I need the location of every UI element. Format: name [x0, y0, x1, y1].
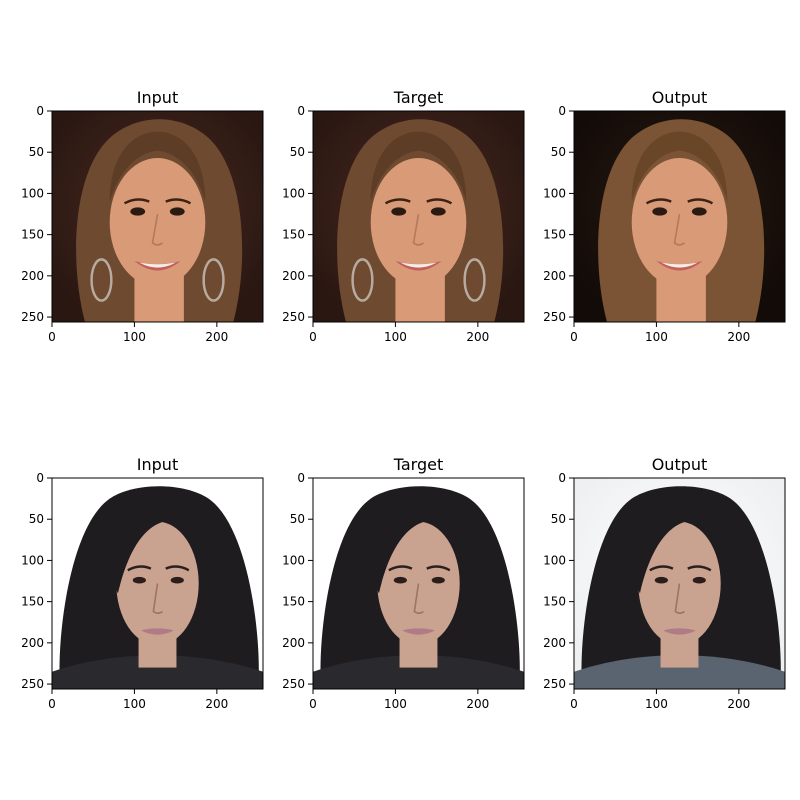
y-tick-label: 0: [297, 104, 305, 118]
x-tick-label: 100: [384, 697, 407, 711]
panel-output-row1: Output 0 100 200 0 50 100 150 200 250: [543, 88, 786, 344]
face-image: [574, 111, 785, 322]
y-tick-label: 150: [21, 595, 44, 609]
y-tick-label: 250: [282, 677, 305, 691]
face-image: [574, 478, 785, 689]
y-tick-label: 50: [29, 512, 44, 526]
y-tick-label: 200: [21, 269, 44, 283]
panel-input-row2: Input 0 100 200 0 50 100 150 200 250: [21, 455, 264, 711]
y-tick-label: 100: [282, 553, 305, 567]
panel-input-row1: Input 0 100 200 0 50 100 150 200 250: [21, 88, 264, 344]
panel-target-row1: Target 0 100 200 0 50 100 150 200 250: [282, 88, 525, 344]
face-image: [52, 111, 263, 322]
x-tick-label: 0: [48, 697, 56, 711]
panel-title: Input: [137, 455, 178, 474]
y-tick-label: 200: [21, 636, 44, 650]
panel-title: Output: [652, 88, 708, 107]
y-tick-label: 250: [21, 677, 44, 691]
panel-title: Target: [393, 88, 444, 107]
y-tick-label: 0: [297, 471, 305, 485]
x-tick-label: 100: [123, 330, 146, 344]
y-tick-label: 0: [36, 471, 44, 485]
y-tick-label: 100: [21, 553, 44, 567]
y-tick-label: 100: [543, 186, 566, 200]
y-tick-label: 150: [543, 228, 566, 242]
panel-output-row2: Output 0 100 200 0 50 100 150 200 250: [543, 455, 786, 711]
y-tick-label: 100: [282, 186, 305, 200]
y-tick-label: 50: [551, 512, 566, 526]
y-tick-label: 150: [543, 595, 566, 609]
y-tick-label: 250: [282, 310, 305, 324]
axes-frame: [312, 110, 525, 323]
x-tick-label: 0: [309, 697, 317, 711]
axes-frame: [51, 477, 264, 690]
y-tick-label: 100: [543, 553, 566, 567]
y-tick-label: 0: [36, 104, 44, 118]
y-tick-label: 250: [543, 310, 566, 324]
y-tick-label: 100: [21, 186, 44, 200]
y-tick-label: 150: [21, 228, 44, 242]
x-tick-label: 100: [384, 330, 407, 344]
y-tick-label: 200: [543, 636, 566, 650]
x-tick-label: 0: [48, 330, 56, 344]
y-tick-label: 200: [543, 269, 566, 283]
x-tick-label: 100: [645, 697, 668, 711]
x-tick-label: 200: [205, 330, 228, 344]
axes-frame: [312, 477, 525, 690]
panel-title: Target: [393, 455, 444, 474]
face-image: [313, 111, 524, 322]
y-tick-label: 150: [282, 228, 305, 242]
y-tick-label: 200: [282, 269, 305, 283]
face-image: [52, 478, 263, 689]
x-tick-label: 200: [727, 330, 750, 344]
panel-target-row2: Target 0 100 200 0 50 100 150 200 250: [282, 455, 525, 711]
y-tick-label: 50: [551, 145, 566, 159]
y-tick-label: 0: [558, 104, 566, 118]
y-tick-label: 150: [282, 595, 305, 609]
x-tick-label: 200: [205, 697, 228, 711]
x-tick-label: 200: [727, 697, 750, 711]
x-tick-label: 0: [309, 330, 317, 344]
x-tick-label: 0: [570, 697, 578, 711]
axes-frame: [573, 477, 786, 690]
panel-title: Input: [137, 88, 178, 107]
x-tick-label: 200: [466, 697, 489, 711]
y-tick-label: 250: [543, 677, 566, 691]
y-tick-label: 250: [21, 310, 44, 324]
x-tick-label: 100: [123, 697, 146, 711]
x-tick-label: 100: [645, 330, 668, 344]
x-tick-label: 0: [570, 330, 578, 344]
y-tick-label: 50: [29, 145, 44, 159]
y-tick-label: 0: [558, 471, 566, 485]
y-tick-label: 200: [282, 636, 305, 650]
y-tick-label: 50: [290, 145, 305, 159]
axes-frame: [51, 110, 264, 323]
y-tick-label: 50: [290, 512, 305, 526]
x-tick-label: 200: [466, 330, 489, 344]
axes-frame: [573, 110, 786, 323]
panel-title: Output: [652, 455, 708, 474]
face-image: [313, 478, 524, 689]
